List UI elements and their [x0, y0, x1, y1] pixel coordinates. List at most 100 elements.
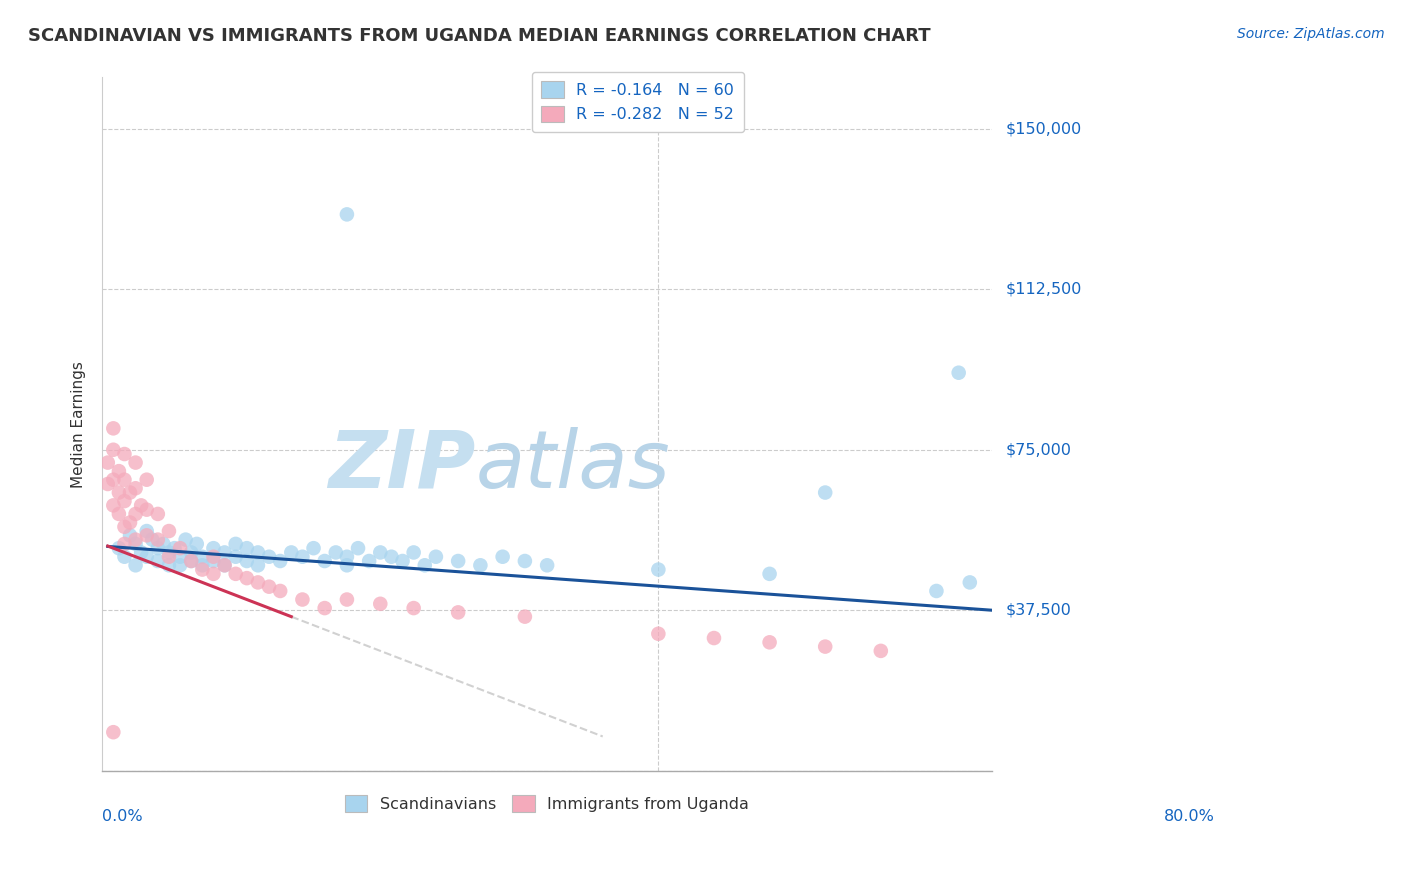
- Point: [114, 473, 136, 487]
- Point: [647, 626, 669, 640]
- Point: [103, 442, 125, 457]
- Point: [146, 533, 169, 547]
- Text: $150,000: $150,000: [1005, 121, 1083, 136]
- Point: [314, 601, 336, 615]
- Point: [325, 545, 347, 559]
- Point: [257, 549, 280, 564]
- Point: [202, 549, 225, 564]
- Point: [146, 554, 169, 568]
- Text: SCANDINAVIAN VS IMMIGRANTS FROM UGANDA MEDIAN EARNINGS CORRELATION CHART: SCANDINAVIAN VS IMMIGRANTS FROM UGANDA M…: [28, 27, 931, 45]
- Point: [246, 545, 269, 559]
- Point: [236, 571, 259, 585]
- Point: [925, 584, 948, 599]
- Point: [135, 528, 157, 542]
- Point: [108, 485, 131, 500]
- Point: [336, 549, 359, 564]
- Point: [135, 502, 157, 516]
- Point: [124, 537, 146, 551]
- Point: [169, 541, 191, 556]
- Text: 80.0%: 80.0%: [1164, 809, 1215, 824]
- Point: [368, 597, 391, 611]
- Point: [869, 644, 891, 658]
- Point: [174, 533, 197, 547]
- Text: $75,000: $75,000: [1005, 442, 1071, 458]
- Point: [135, 549, 157, 564]
- Point: [425, 549, 447, 564]
- Text: Source: ZipAtlas.com: Source: ZipAtlas.com: [1237, 27, 1385, 41]
- Point: [191, 549, 214, 564]
- Point: [157, 524, 180, 538]
- Point: [141, 533, 163, 547]
- Point: [269, 584, 291, 599]
- Text: ZIP: ZIP: [329, 426, 477, 505]
- Point: [214, 558, 236, 573]
- Point: [236, 541, 259, 556]
- Point: [129, 545, 152, 559]
- Point: [959, 575, 981, 590]
- Point: [202, 566, 225, 581]
- Point: [336, 558, 359, 573]
- Point: [246, 575, 269, 590]
- Point: [124, 456, 146, 470]
- Text: 0.0%: 0.0%: [103, 809, 143, 824]
- Point: [413, 558, 436, 573]
- Point: [118, 485, 141, 500]
- Point: [302, 541, 325, 556]
- Point: [202, 554, 225, 568]
- Point: [114, 447, 136, 461]
- Point: [280, 545, 302, 559]
- Point: [103, 473, 125, 487]
- Point: [108, 464, 131, 478]
- Point: [129, 499, 152, 513]
- Point: [402, 545, 425, 559]
- Point: [124, 533, 146, 547]
- Point: [214, 558, 236, 573]
- Point: [135, 524, 157, 538]
- Point: [157, 558, 180, 573]
- Point: [347, 541, 370, 556]
- Point: [118, 528, 141, 542]
- Point: [191, 563, 214, 577]
- Point: [513, 554, 536, 568]
- Y-axis label: Median Earnings: Median Earnings: [72, 360, 86, 488]
- Point: [103, 421, 125, 435]
- Point: [380, 549, 402, 564]
- Point: [180, 554, 202, 568]
- Point: [124, 558, 146, 573]
- Point: [103, 499, 125, 513]
- Point: [758, 635, 780, 649]
- Point: [647, 563, 669, 577]
- Point: [246, 558, 269, 573]
- Point: [225, 566, 247, 581]
- Point: [169, 549, 191, 564]
- Point: [114, 494, 136, 508]
- Point: [152, 537, 174, 551]
- Point: [114, 520, 136, 534]
- Point: [336, 592, 359, 607]
- Point: [269, 554, 291, 568]
- Point: [118, 516, 141, 530]
- Point: [146, 541, 169, 556]
- Point: [169, 558, 191, 573]
- Point: [814, 640, 837, 654]
- Point: [157, 549, 180, 564]
- Point: [291, 592, 314, 607]
- Point: [368, 545, 391, 559]
- Text: atlas: atlas: [477, 426, 671, 505]
- Point: [470, 558, 492, 573]
- Point: [202, 541, 225, 556]
- Point: [758, 566, 780, 581]
- Point: [214, 545, 236, 559]
- Point: [180, 545, 202, 559]
- Point: [291, 549, 314, 564]
- Point: [114, 537, 136, 551]
- Point: [163, 541, 186, 556]
- Point: [157, 545, 180, 559]
- Point: [948, 366, 970, 380]
- Point: [146, 507, 169, 521]
- Point: [135, 473, 157, 487]
- Point: [186, 537, 208, 551]
- Point: [314, 554, 336, 568]
- Point: [114, 549, 136, 564]
- Point: [225, 537, 247, 551]
